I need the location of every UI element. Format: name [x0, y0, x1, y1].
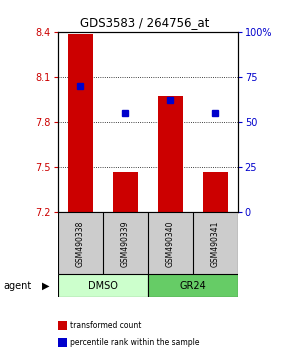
Bar	[158, 96, 183, 212]
Text: GSM490338: GSM490338	[76, 220, 85, 267]
Text: percentile rank within the sample: percentile rank within the sample	[70, 338, 200, 347]
Bar	[58, 274, 148, 297]
Bar	[148, 274, 238, 297]
Text: GSM490340: GSM490340	[166, 220, 175, 267]
Bar	[203, 172, 228, 212]
Bar	[113, 172, 138, 212]
Text: GR24: GR24	[180, 281, 206, 291]
Bar	[68, 34, 93, 212]
Text: GSM490341: GSM490341	[211, 220, 220, 267]
Text: ▶: ▶	[42, 281, 50, 291]
Text: agent: agent	[3, 281, 31, 291]
Text: transformed count: transformed count	[70, 321, 142, 330]
Text: DMSO: DMSO	[88, 281, 118, 291]
Text: GDS3583 / 264756_at: GDS3583 / 264756_at	[80, 16, 210, 29]
Text: GSM490339: GSM490339	[121, 220, 130, 267]
